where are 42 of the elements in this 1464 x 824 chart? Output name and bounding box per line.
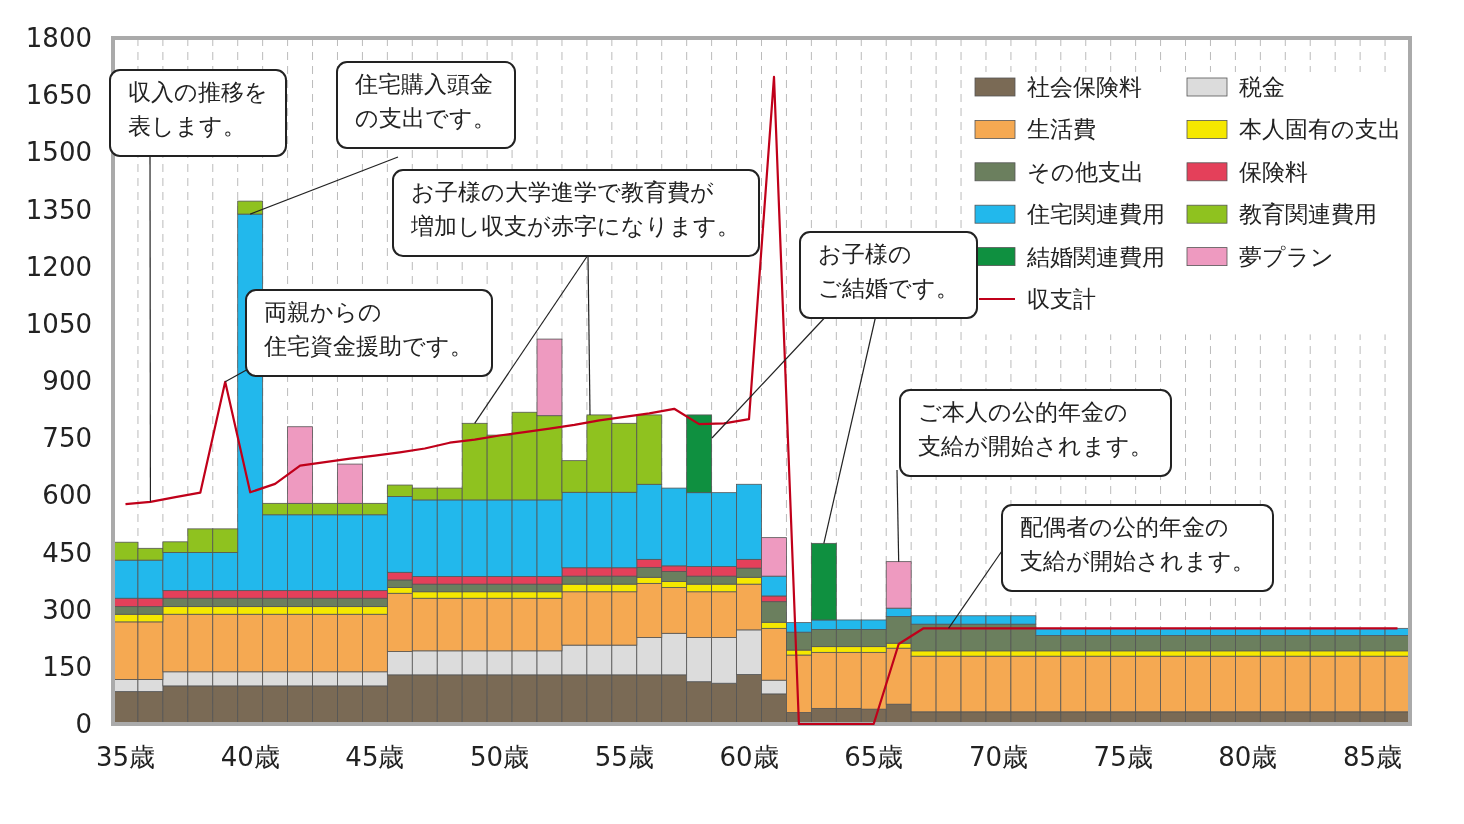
legend-label: 夢プラン bbox=[1239, 243, 1334, 270]
annotation: 住宅購入頭金の支出です。 bbox=[354, 71, 496, 131]
y-tick-label: 1800 bbox=[25, 23, 92, 53]
x-tick-label: 70歳 bbox=[968, 742, 1028, 772]
annotation: ご本人の公的年金の支給が開始されます。 bbox=[918, 399, 1153, 459]
annotation: お子様のご結婚です。 bbox=[818, 241, 959, 301]
y-tick-label: 450 bbox=[42, 537, 92, 568]
x-tick-label: 55歳 bbox=[594, 742, 654, 772]
x-tick-label: 80歳 bbox=[1218, 742, 1278, 772]
annotation: 配偶者の公的年金の支給が開始されます。 bbox=[1020, 514, 1255, 574]
legend-label: 住宅関連費用 bbox=[1026, 201, 1165, 228]
legend-label: 社会保険料 bbox=[1027, 74, 1142, 100]
legend-label: 税金 bbox=[1239, 74, 1285, 100]
legend-label: 生活費 bbox=[1027, 116, 1096, 143]
x-tick-label: 60歳 bbox=[719, 742, 779, 772]
y-tick-label: 900 bbox=[42, 366, 92, 396]
legend-label: 教育関連費用 bbox=[1239, 201, 1377, 228]
annotation: 収入の推移を表します。 bbox=[128, 79, 268, 139]
x-tick-label: 45歳 bbox=[345, 742, 405, 772]
y-tick-label: 150 bbox=[42, 651, 92, 682]
x-tick-label: 50歳 bbox=[470, 742, 530, 772]
legend-label: 本人固有の支出 bbox=[1239, 116, 1401, 143]
x-tick-label: 75歳 bbox=[1093, 742, 1153, 772]
x-tick-label: 35歳 bbox=[95, 742, 156, 772]
y-tick-label: 1200 bbox=[25, 251, 92, 282]
legend-label: 保険料 bbox=[1239, 158, 1308, 185]
x-tick-label: 85歳 bbox=[1343, 742, 1403, 772]
y-tick-label: 0 bbox=[75, 709, 92, 739]
annotation: お子様の大学進学で教育費が増加し収支が赤字になります。 bbox=[410, 179, 740, 239]
y-tick-label: 1500 bbox=[25, 137, 92, 168]
x-tick-label: 40歳 bbox=[220, 742, 280, 772]
y-tick-label: 300 bbox=[42, 594, 92, 625]
legend-label: 収支計 bbox=[1027, 286, 1096, 312]
y-tick-label: 1650 bbox=[25, 80, 92, 111]
x-tick-label: 65歳 bbox=[844, 742, 904, 772]
y-tick-label: 1350 bbox=[25, 194, 92, 225]
legend-label: その他支出 bbox=[1027, 158, 1144, 185]
y-tick-label: 750 bbox=[42, 423, 92, 454]
y-tick-label: 1050 bbox=[25, 308, 92, 339]
y-tick-label: 600 bbox=[42, 480, 92, 511]
legend-label: 結婚関連費用 bbox=[1026, 243, 1165, 270]
annotation: 両親からの住宅資金援助です。 bbox=[263, 299, 473, 359]
